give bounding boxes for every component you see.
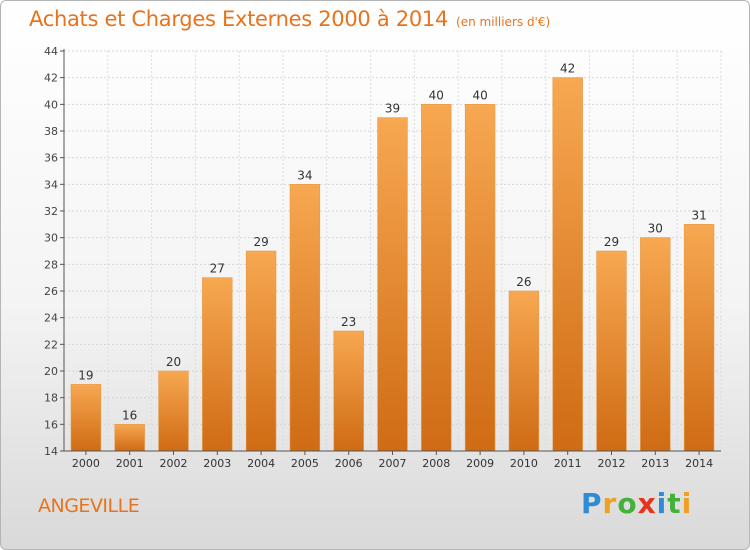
bar (508, 290, 540, 452)
y-tick-label: 40 (44, 98, 58, 111)
logo-letter: t (667, 487, 682, 520)
y-tick-label: 42 (44, 72, 58, 85)
logo-letter: i (656, 487, 668, 520)
bar (640, 237, 671, 452)
x-tick-label: 2009 (466, 457, 494, 470)
bar-value-label: 31 (691, 208, 706, 222)
bar-value-label: 42 (560, 62, 575, 76)
y-tick-label: 20 (44, 365, 58, 378)
bar (377, 117, 408, 452)
x-tick-label: 2006 (335, 457, 363, 470)
bar (464, 104, 496, 452)
x-tick-label: 2007 (379, 457, 407, 470)
y-tick-label: 28 (44, 258, 58, 271)
logo-letter: o (617, 487, 638, 520)
x-tick-label: 2013 (641, 457, 669, 470)
bar (114, 424, 145, 452)
chart-unit-text: (en milliers d'€) (456, 15, 551, 29)
y-tick-label: 18 (44, 392, 58, 405)
x-tick-label: 2008 (422, 457, 450, 470)
bar (245, 250, 277, 452)
x-tick-label: 2003 (203, 457, 231, 470)
y-tick-label: 32 (44, 205, 58, 218)
bar-value-label: 34 (297, 168, 312, 182)
y-tick-label: 24 (44, 312, 58, 325)
bar-value-label: 16 (122, 408, 137, 422)
x-tick-label: 2005 (291, 457, 319, 470)
bar (70, 384, 102, 452)
logo-letter: r (602, 487, 618, 520)
city-name: ANGEVILLE (38, 495, 140, 517)
bar (552, 77, 583, 452)
x-tick-label: 2012 (598, 457, 626, 470)
bar-value-label: 26 (516, 275, 531, 289)
axes: 14 16 18 20 22 24 26 28 30 32 34 36 38 40 42 44 2000 2001… (44, 45, 721, 470)
bar-value-label: 40 (472, 88, 487, 102)
chart-title: Achats et Charges Externes 2000 à 2014 (e… (29, 7, 550, 31)
proxiti-logo: Proxiti (581, 487, 692, 520)
bar (683, 224, 715, 452)
x-tick-label: 2002 (160, 457, 188, 470)
y-tick-label: 30 (44, 232, 58, 245)
bar-value-label: 20 (166, 355, 181, 369)
y-tick-label: 22 (44, 338, 58, 351)
bar-value-label: 19 (78, 368, 93, 382)
bar (158, 370, 189, 452)
bar-value-label: 30 (648, 222, 663, 236)
bar (333, 330, 364, 452)
bar (596, 250, 627, 452)
bar-value-label: 29 (604, 235, 619, 249)
chart-title-text: Achats et Charges Externes 2000 à 2014 (29, 7, 449, 31)
y-tick-label: 38 (44, 125, 58, 138)
x-tick-label: 2001 (116, 457, 144, 470)
bar (202, 277, 233, 452)
bars: 19 16 20 27 29 34 23 39 40 40 26 42 29 30 31 (70, 62, 715, 452)
x-tick-label: 2014 (685, 457, 713, 470)
x-tick-label: 2004 (247, 457, 275, 470)
x-tick-label: 2000 (72, 457, 100, 470)
bar-value-label: 39 (385, 102, 400, 116)
bar (421, 104, 452, 452)
y-tick-label: 26 (44, 285, 58, 298)
y-tick-label: 16 (44, 418, 58, 431)
y-tick-label: 36 (44, 152, 58, 165)
bar-value-label: 27 (210, 262, 225, 276)
bar-value-label: 29 (253, 235, 268, 249)
bar-value-label: 23 (341, 315, 356, 329)
x-tick-label: 2011 (554, 457, 582, 470)
y-tick-label: 14 (44, 445, 58, 458)
bar-value-label: 40 (429, 88, 444, 102)
x-tick-label: 2010 (510, 457, 538, 470)
logo-letter: x (637, 487, 657, 520)
bar (289, 184, 321, 452)
logo-letter: P (581, 487, 603, 520)
logo-letter: i (681, 487, 693, 520)
y-tick-label: 34 (44, 178, 58, 191)
y-tick-label: 44 (44, 45, 58, 58)
